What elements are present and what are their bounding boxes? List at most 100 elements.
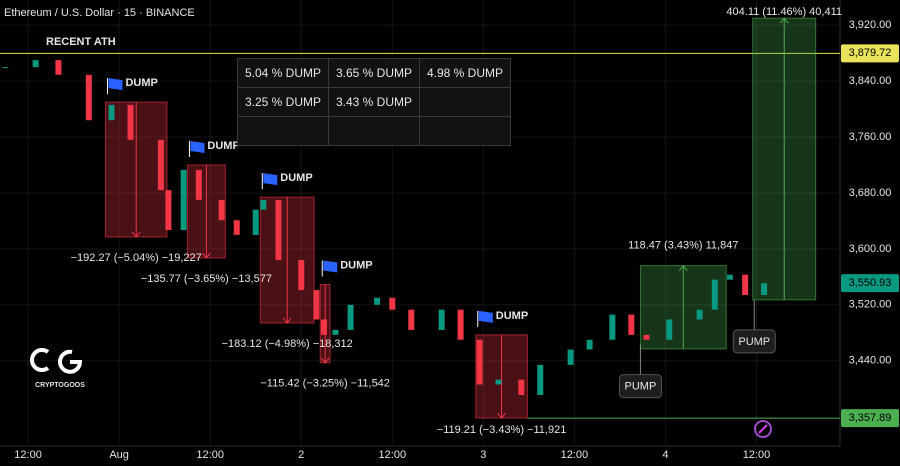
measure-label: −192.27 (−5.04%) −19,227 (71, 252, 202, 264)
cell: 4.98 % DUMP (419, 58, 511, 88)
candle (275, 199, 282, 261)
candle (711, 279, 718, 310)
measure-arrowhead (131, 231, 141, 238)
candle (389, 297, 396, 310)
price-tag-label: 3,550.93 (849, 277, 892, 289)
annotations (0, 17, 840, 419)
flag-label: DUMP (125, 77, 157, 89)
price-tag-label: 3,879.72 (849, 47, 892, 59)
watermark-icon (754, 420, 772, 438)
logo: CRYPTOGOOS (30, 348, 85, 389)
candle (55, 60, 62, 75)
cell (419, 116, 511, 146)
measure-label: −135.77 (−3.65%) −13,577 (141, 273, 272, 285)
x-tick-label: Aug (109, 449, 129, 461)
cell (419, 87, 511, 117)
flag (190, 140, 205, 153)
callout-box (618, 374, 662, 399)
cell (328, 116, 420, 146)
callout-label: PUMP (625, 381, 657, 393)
overlay: RECENT ATH 3,879.72 3,357.89 −192.27 (−5.04… (46, 6, 899, 436)
candle (586, 339, 593, 350)
measure-label: −183.12 (−4.98%) −18,312 (222, 338, 353, 350)
candle (374, 297, 381, 305)
callout-box (732, 329, 776, 354)
price-tag (841, 409, 899, 428)
candle (252, 209, 259, 235)
candle (438, 309, 445, 330)
flag-label: DUMP (207, 140, 239, 152)
flag (478, 310, 493, 323)
measure-arrowhead (497, 412, 506, 419)
x-tick-label: 2 (298, 449, 304, 461)
flag-label: DUMP (340, 259, 372, 271)
y-tick-label: 3,600.00 (849, 243, 892, 255)
candle (666, 319, 673, 340)
y-tick-label: 3,440.00 (849, 355, 892, 367)
candle (609, 314, 616, 340)
measure-label: 118.47 (3.43%) 11,847 (628, 240, 738, 252)
candle (761, 283, 768, 296)
measure-arrowhead (779, 17, 789, 24)
price-tag (841, 274, 899, 293)
candle (495, 379, 502, 385)
y-tick-label: 3,680.00 (849, 187, 892, 199)
candle (726, 274, 733, 280)
y-tick-label: 3,520.00 (849, 299, 892, 311)
candle (518, 379, 525, 395)
candle (180, 169, 187, 230)
y-tick-label: 3,840.00 (849, 75, 892, 87)
candle (218, 199, 225, 221)
candle (298, 260, 305, 291)
candle (476, 339, 483, 385)
measure-label: 404.11 (11.46%) 40,411 (726, 6, 842, 18)
measure-arrowhead (678, 264, 688, 271)
measure-label: −119.21 (−3.43%) −11,921 (437, 424, 567, 436)
cell: 3.65 % DUMP (328, 58, 420, 88)
measure-arrowhead (282, 317, 292, 324)
y-tick-label: 3,760.00 (849, 131, 892, 143)
candle (537, 364, 544, 395)
level-label: RECENT ATH (46, 36, 116, 48)
candle (108, 104, 115, 121)
flag (263, 173, 278, 186)
candle (2, 67, 9, 69)
x-tick-label: 12:00 (379, 449, 407, 461)
candle (332, 329, 339, 335)
candle (260, 199, 267, 210)
candle (696, 309, 703, 320)
cell (237, 116, 329, 146)
measure-arrowhead (320, 357, 330, 364)
logo-mark (30, 348, 50, 372)
candle (165, 190, 172, 230)
candle (127, 104, 134, 140)
candle (347, 304, 354, 330)
candle (408, 309, 415, 330)
flag (108, 78, 123, 91)
callout-label: PUMP (738, 336, 770, 348)
candle (321, 319, 328, 335)
logo-text: CRYPTOGOOS (35, 382, 85, 389)
x-tick-label: 4 (662, 449, 668, 461)
flag-label: DUMP (496, 310, 528, 322)
chart-title: Ethereum / U.S. Dollar · 15 · BINANCE (4, 7, 195, 19)
x-tick-label: 12:00 (196, 449, 224, 461)
x-tick-label: 12:00 (14, 449, 42, 461)
x-tick-label: 3 (480, 449, 486, 461)
cell: 3.43 % DUMP (328, 87, 420, 117)
y-tick-label: 3,920.00 (849, 19, 892, 31)
candle (567, 349, 574, 365)
summary-table: 5.04 % DUMP 3.65 % DUMP 4.98 % DUMP 3.25 %… (237, 58, 511, 146)
candle (313, 290, 320, 320)
x-tick-label: 12:00 (561, 449, 589, 461)
cell: 3.25 % DUMP (237, 87, 329, 117)
candle (32, 60, 39, 68)
price-tag (841, 44, 899, 63)
candles (2, 60, 768, 395)
candle (157, 139, 164, 191)
measure-arrowhead (202, 252, 211, 259)
candle (628, 314, 635, 335)
cell: 5.04 % DUMP (237, 58, 329, 88)
candle (457, 309, 464, 340)
